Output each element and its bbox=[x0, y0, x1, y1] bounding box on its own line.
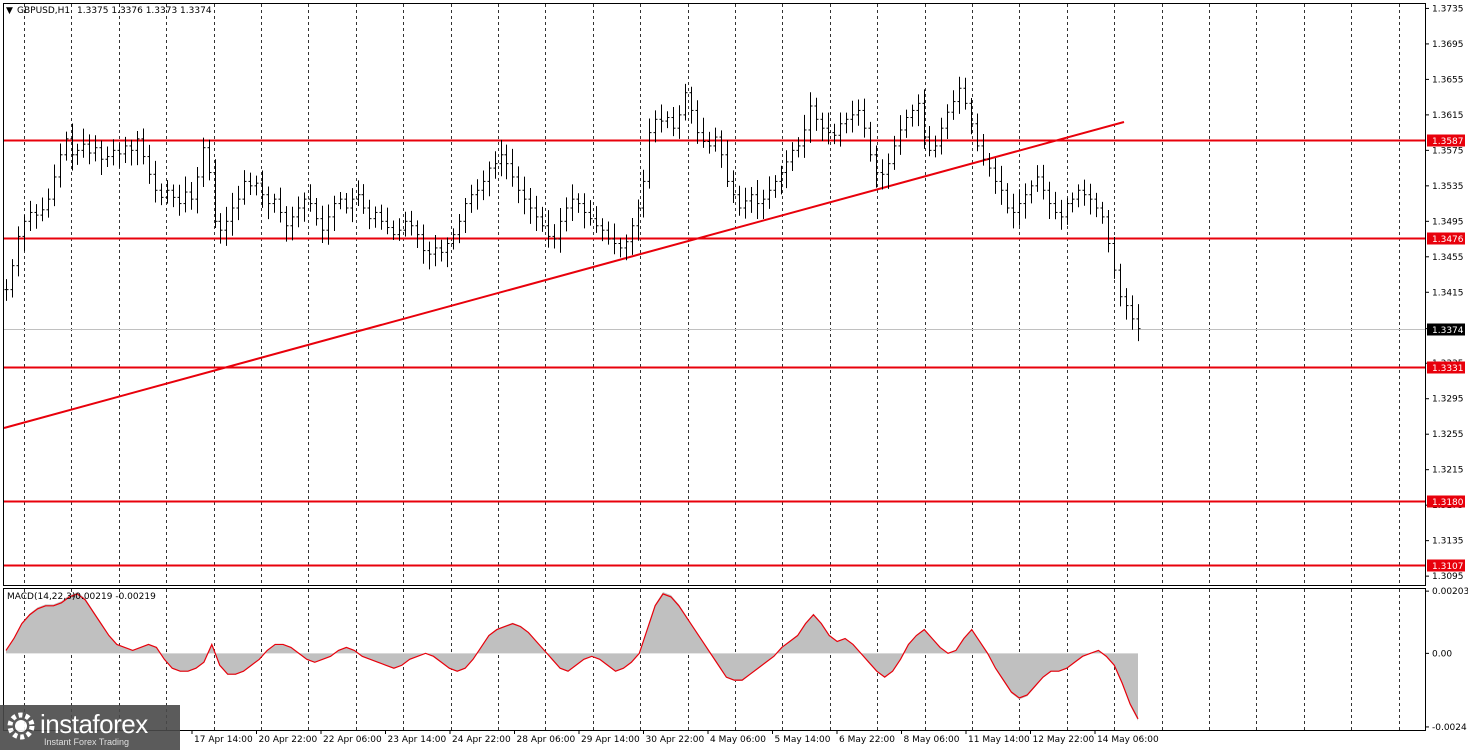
price-bars bbox=[4, 76, 1141, 342]
level-tag bbox=[1427, 495, 1465, 508]
time-label: 29 Apr 14:00 bbox=[581, 735, 640, 745]
time-label: 23 Apr 14:00 bbox=[388, 735, 447, 745]
time-label: 24 Apr 22:00 bbox=[452, 735, 511, 745]
macd-histogram bbox=[5, 592, 1139, 721]
current-price-tag bbox=[1427, 323, 1465, 336]
level-tag bbox=[1427, 232, 1465, 245]
level-tag-label: 1.3180 bbox=[1432, 498, 1464, 508]
macd-values: -0.00219 -0.00219 bbox=[72, 592, 156, 602]
macd-label: MACD(14,22,3) bbox=[7, 592, 75, 602]
macd-label: 0.00203 bbox=[1432, 587, 1468, 597]
chart-symbol: GBPUSD,H1 bbox=[17, 6, 70, 16]
macd-axis: 0.00203 0.00 -0.0024 bbox=[1425, 587, 1468, 733]
price-label: 1.3295 bbox=[1432, 395, 1464, 405]
time-label: 20 Apr 22:00 bbox=[259, 735, 318, 745]
price-label: 1.3095 bbox=[1432, 572, 1464, 582]
time-label: 22 Apr 06:00 bbox=[323, 735, 382, 745]
macd-label: -0.0024 bbox=[1432, 723, 1467, 733]
macd-label: 0.00 bbox=[1432, 649, 1452, 659]
current-price-label: 1.3374 bbox=[1432, 326, 1464, 336]
price-axis: 1.3735 1.3695 1.3655 1.3615 1.3575 1.3535 1.34… bbox=[1425, 4, 1464, 582]
time-label: 11 May 14:00 bbox=[968, 735, 1030, 745]
price-label: 1.3695 bbox=[1432, 40, 1464, 50]
chart-header-triangle: ▼ bbox=[6, 6, 13, 16]
trendline-segment bbox=[3, 121, 1125, 429]
price-label: 1.3495 bbox=[1432, 217, 1464, 227]
price-label: 1.3535 bbox=[1432, 182, 1464, 192]
time-label: 28 Apr 06:00 bbox=[517, 735, 576, 745]
logo-brand: instaforex bbox=[40, 709, 148, 739]
time-axis: 17 Apr 14:00 20 Apr 22:00 22 Apr 06:00 23 A… bbox=[191, 730, 1159, 745]
time-label: 4 May 06:00 bbox=[710, 735, 766, 745]
chart-quote: 1.3375 1.3376 1.3373 1.3374 bbox=[77, 6, 212, 16]
level-tag-label: 1.3331 bbox=[1432, 364, 1464, 374]
logo-tagline: Instant Forex Trading bbox=[44, 737, 130, 747]
instaforex-logo: instaforex Instant Forex Trading bbox=[0, 705, 180, 750]
level-tag bbox=[1427, 134, 1465, 147]
price-label: 1.3575 bbox=[1432, 146, 1464, 156]
time-label: 17 Apr 14:00 bbox=[194, 735, 253, 745]
horizontal-levels bbox=[4, 139, 1425, 567]
macd-area bbox=[6, 592, 1138, 721]
trendline bbox=[3, 121, 1125, 429]
price-label: 1.3215 bbox=[1432, 466, 1464, 476]
time-label: 12 May 22:00 bbox=[1033, 735, 1095, 745]
gear-icon bbox=[7, 712, 35, 740]
time-label: 5 May 14:00 bbox=[775, 735, 831, 745]
time-label: 14 May 06:00 bbox=[1097, 735, 1159, 745]
vertical-grid bbox=[24, 4, 1400, 730]
level-tag bbox=[1427, 361, 1465, 374]
macd-signal-line bbox=[5, 593, 1139, 720]
level-tag-label: 1.3476 bbox=[1432, 235, 1464, 245]
price-label: 1.3615 bbox=[1432, 111, 1464, 121]
level-tag-label: 1.3587 bbox=[1432, 137, 1464, 147]
price-label: 1.3735 bbox=[1432, 4, 1464, 14]
time-label: 8 May 06:00 bbox=[904, 735, 960, 745]
price-label: 1.3655 bbox=[1432, 75, 1464, 85]
level-tag-label: 1.3107 bbox=[1432, 562, 1464, 572]
price-label: 1.3255 bbox=[1432, 430, 1464, 440]
price-label: 1.3415 bbox=[1432, 288, 1464, 298]
time-label: 6 May 22:00 bbox=[839, 735, 895, 745]
level-tag bbox=[1427, 559, 1465, 572]
price-label: 1.3135 bbox=[1432, 537, 1464, 547]
main-chart-frame bbox=[3, 3, 1426, 586]
price-label: 1.3455 bbox=[1432, 253, 1464, 263]
level-tags: 1.3587 1.3476 1.3331 1.3180 1.3107 1.3374 bbox=[1427, 134, 1465, 572]
time-label: 30 Apr 22:00 bbox=[646, 735, 705, 745]
